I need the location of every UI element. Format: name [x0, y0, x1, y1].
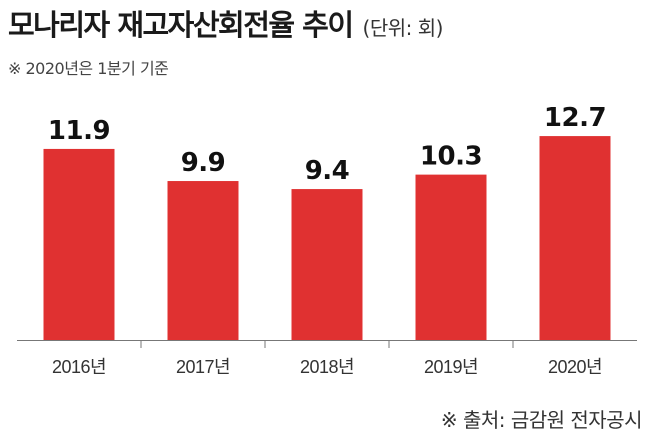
value-label-3: 10.3 [420, 142, 482, 172]
footnote: ※ 2020년은 1분기 기준 [8, 59, 169, 78]
value-label-2: 9.4 [305, 156, 350, 186]
x-tick-label-3: 2019년 [424, 357, 478, 377]
title-row: 모나리자 재고자산회전율 추이 (단위: 회) [8, 2, 443, 46]
bar-2 [291, 189, 363, 340]
value-label-4: 12.7 [544, 103, 606, 133]
unit-label: (단위: 회) [362, 16, 444, 40]
bar-4 [539, 136, 611, 340]
bar-3 [415, 174, 487, 340]
x-tick-label-0: 2016년 [52, 357, 106, 377]
value-label-0: 11.9 [48, 116, 110, 146]
chart-title: 모나리자 재고자산회전율 추이 [8, 8, 354, 42]
source-note: ※ 출처: 금감원 전자공시 [440, 408, 643, 432]
value-label-1: 9.9 [181, 148, 226, 178]
bar-0 [43, 148, 115, 340]
bar-1 [167, 181, 239, 340]
x-tick-label-1: 2017년 [176, 357, 230, 377]
x-tick-label-2: 2018년 [300, 357, 354, 377]
x-tick-label-4: 2020년 [548, 357, 602, 377]
